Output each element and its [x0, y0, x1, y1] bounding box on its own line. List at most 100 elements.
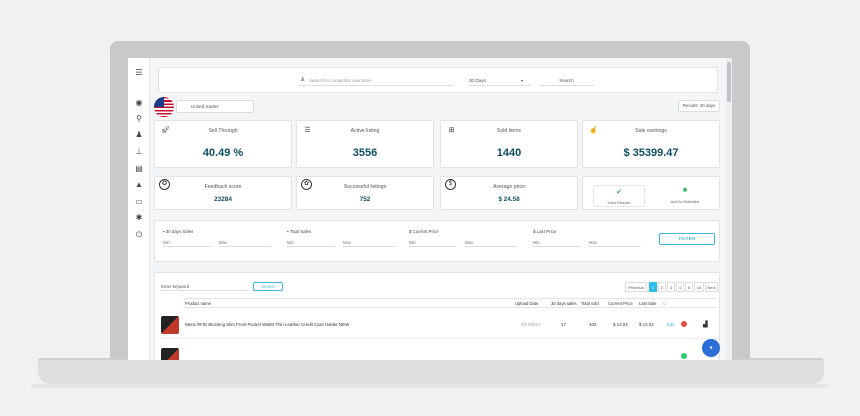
keyword-search-button[interactable]: Search	[253, 282, 283, 291]
products-table-card: Enter keyword Search Previous 1 2 3 4 5 …	[154, 272, 720, 360]
filter-min-input[interactable]: Min	[287, 240, 335, 247]
us-flag-icon	[154, 97, 174, 117]
upload-date: 3/17/2017	[521, 322, 541, 327]
col-upload-date[interactable]: Upload Date	[515, 301, 539, 306]
scroll-thumb[interactable]	[727, 62, 731, 102]
filter-max-input[interactable]: Max	[465, 240, 517, 247]
power-icon[interactable]: ⏻	[135, 230, 143, 239]
pagination-previous[interactable]: Previous	[625, 282, 647, 292]
table-header: Product name Upload Date 30 days sales T…	[183, 298, 717, 308]
main-content: ♟ Search for competitor username 30 Days…	[150, 58, 732, 360]
pagination-page[interactable]: 4	[676, 282, 684, 292]
laptop-base	[38, 358, 824, 384]
sitemap-icon[interactable]: ⊥	[135, 147, 143, 156]
filter-max-input[interactable]: Max	[343, 240, 395, 247]
pagination-page[interactable]: 5	[685, 282, 693, 292]
add-watchlist-button[interactable]: ■ Add to Watchlist	[659, 185, 711, 207]
stat-label: Sale earnings	[635, 128, 667, 134]
period-select[interactable]: 30 Days ▾	[469, 76, 531, 86]
hand-money-icon: ☝	[589, 127, 598, 134]
filter-30-days-sales: ▪ 30 days Sales Min Max	[163, 229, 271, 249]
user-search-icon: ♟	[300, 77, 306, 83]
dollar-icon: $	[409, 229, 413, 234]
menu-icon[interactable]: ☰	[135, 68, 143, 77]
stat-label: Sell Through	[208, 128, 238, 134]
col-last-sale[interactable]: Last Sale	[639, 301, 657, 306]
stat-sell-through: 🚀︎ Sell Through 40.49 %	[154, 120, 292, 168]
filter-label: $ Last Price	[533, 229, 556, 234]
search-button[interactable]: Search	[539, 76, 594, 86]
status-red-dot[interactable]	[681, 321, 687, 327]
col-c[interactable]: C	[663, 301, 667, 306]
filter-last-price: $ Last Price Min Max	[533, 229, 641, 249]
comments-icon[interactable]: ▭	[135, 197, 143, 206]
pagination-page[interactable]: 3	[667, 282, 675, 292]
filter-max-input[interactable]: Max	[589, 240, 641, 247]
filter-min-input[interactable]: Min	[533, 240, 581, 247]
filter-min-input[interactable]: Min	[409, 240, 457, 247]
pagination-page[interactable]: 15	[694, 282, 704, 292]
basket-icon: ⊞	[448, 127, 455, 134]
rocket-icon: 🚀︎	[161, 127, 170, 134]
medal-icon: ✪	[159, 179, 170, 190]
stat-feedback-score: ✪ Feedback score 23284	[154, 176, 292, 210]
competitor-search-bar: ♟ Search for competitor username 30 Days…	[158, 67, 718, 93]
eye-icon[interactable]: ◉	[135, 98, 143, 107]
keyword-input[interactable]: Enter keyword	[161, 283, 249, 291]
product-thumbnail	[161, 316, 179, 334]
country-select[interactable]: United States	[176, 100, 254, 113]
filter-button[interactable]: FILTER	[659, 233, 715, 245]
stat-value: $ 24.58	[498, 196, 520, 203]
period-value: 30 Days	[469, 78, 486, 83]
col-total-sold[interactable]: Total sold	[581, 301, 599, 306]
pagination-page[interactable]: 2	[658, 282, 666, 292]
stat-label: Sold items	[496, 128, 522, 134]
search-icon[interactable]: ⚲	[136, 114, 142, 123]
filter-min-input[interactable]: Min	[163, 240, 211, 247]
stat-sale-earnings: ☝ Sale earnings $ 35399.47	[582, 120, 720, 168]
filter-max-input[interactable]: Max	[219, 240, 271, 247]
scrollbar[interactable]	[726, 58, 732, 360]
filter-label: ▪ 30 days Sales	[163, 229, 193, 234]
cart-icon: ▪	[287, 229, 290, 234]
user-icon[interactable]: ♟	[135, 130, 143, 139]
graduation-icon[interactable]: ▲	[135, 180, 143, 189]
competitor-search-input[interactable]: ♟ Search for competitor username	[299, 76, 454, 86]
view-results-button[interactable]: ✔ View Results	[593, 185, 645, 207]
app-screen: ☰ ◉ ⚲ ♟ ⊥ ▤ ▲ ▭ ✱ ⏻ ♟ Search for competi…	[128, 58, 732, 360]
stat-value: 3556	[352, 147, 378, 159]
last-sale: $ 13.04	[639, 322, 654, 327]
filter-current-price: $ Current Price Min Max	[409, 229, 517, 249]
stat-value: $ 35399.47	[623, 147, 679, 159]
chat-bubble-icon[interactable]: ▪	[702, 339, 720, 357]
stat-label: Active listing	[350, 128, 380, 134]
award-icon: ✿	[301, 179, 312, 190]
col-product-name[interactable]: Product name	[185, 301, 212, 306]
stat-label: Successful listings	[343, 184, 387, 190]
gear-icon[interactable]: ✱	[135, 213, 143, 222]
pagination-page[interactable]: 1	[649, 282, 657, 292]
filter-label: $ Current Price	[409, 229, 439, 234]
filters-card: ▪ 30 days Sales Min Max ▪ Total Sales Mi…	[154, 220, 720, 262]
table-row[interactable]	[161, 341, 717, 360]
status-green-dot[interactable]	[681, 353, 687, 359]
total-sold: 403	[589, 322, 597, 327]
dollar-icon: $	[445, 179, 456, 190]
laptop-shadow	[30, 384, 830, 388]
store-icon[interactable]: ▤	[135, 164, 143, 173]
chart-icon[interactable]: ▟	[703, 322, 708, 328]
row-edit-link[interactable]: Edit	[667, 322, 675, 327]
product-name[interactable]: Mens RFID Blocking Slim Front Pocket Wal…	[185, 322, 350, 327]
stat-value: 40.49 %	[202, 147, 244, 159]
pagination-next[interactable]: Next	[705, 282, 718, 292]
col-30-days-sales[interactable]: 30 days sales	[551, 301, 577, 306]
stat-active-listing: ☰ Active listing 3556	[296, 120, 434, 168]
save-icon: ■	[682, 187, 688, 194]
stat-successful-listings: ✿ Successful listings 752	[296, 176, 434, 210]
search-placeholder: Search for competitor username	[309, 78, 372, 83]
caret-down-icon: ▾	[520, 78, 523, 83]
filter-label-text: 30 days Sales	[165, 229, 194, 234]
table-row[interactable]: Mens RFID Blocking Slim Front Pocket Wal…	[161, 309, 717, 339]
sales-30-days: 17	[561, 322, 566, 327]
col-current-price[interactable]: Current Price	[608, 301, 633, 306]
